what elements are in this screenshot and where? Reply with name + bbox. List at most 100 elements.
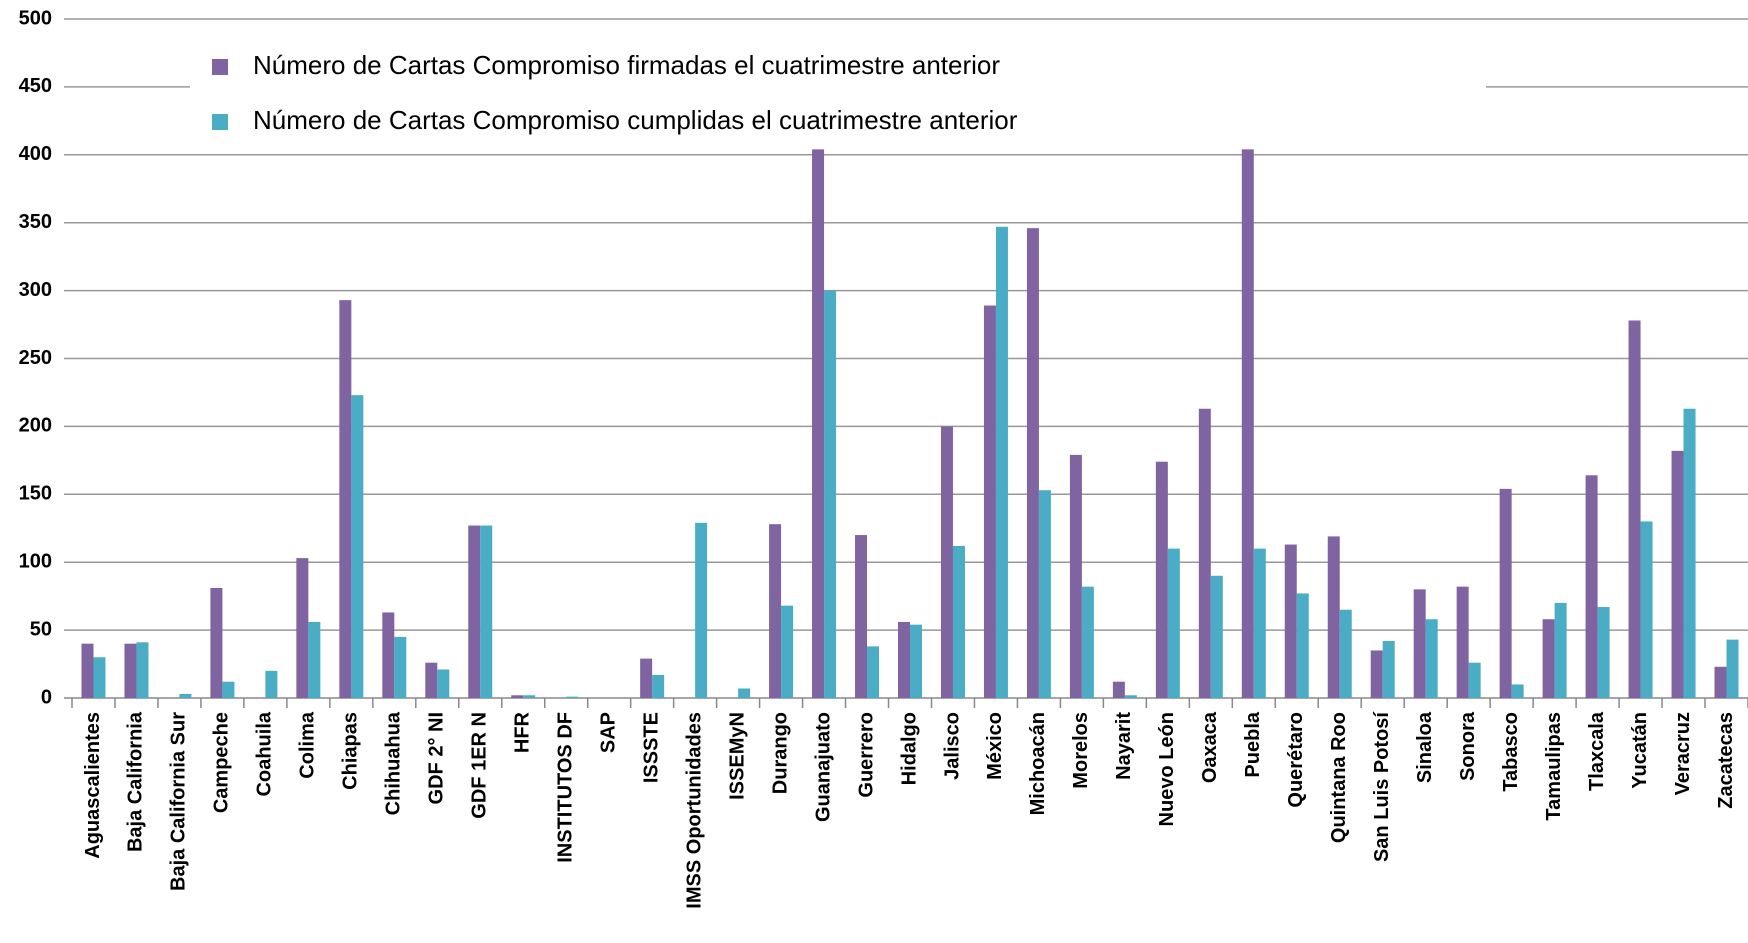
bar bbox=[210, 588, 223, 698]
bar bbox=[308, 621, 321, 698]
bar bbox=[910, 624, 922, 698]
bar bbox=[1038, 490, 1051, 698]
y-tick-label: 250 bbox=[19, 347, 52, 369]
bar bbox=[812, 149, 825, 699]
bar bbox=[1069, 454, 1082, 698]
bar bbox=[824, 290, 837, 698]
bar bbox=[855, 535, 868, 698]
y-tick-label: 0 bbox=[41, 686, 52, 708]
y-tick-label: 100 bbox=[19, 550, 52, 572]
bar bbox=[81, 643, 94, 698]
x-tick-label: Nuevo León bbox=[1156, 712, 1178, 826]
bar bbox=[1597, 607, 1610, 698]
bar bbox=[339, 300, 352, 698]
bar bbox=[1542, 619, 1555, 698]
bar bbox=[1327, 536, 1340, 698]
legend-marker bbox=[212, 114, 228, 130]
bar bbox=[93, 657, 106, 698]
bar bbox=[898, 621, 910, 698]
bar bbox=[1456, 586, 1469, 698]
bar bbox=[652, 674, 665, 698]
bar bbox=[1081, 586, 1094, 698]
x-tick-label: Sinaloa bbox=[1414, 711, 1436, 783]
bar bbox=[1382, 640, 1395, 698]
legend-label: Número de Cartas Compromiso cumplidas el… bbox=[253, 105, 1018, 135]
y-tick-label: 150 bbox=[19, 483, 52, 505]
bar bbox=[695, 522, 708, 698]
bar bbox=[179, 693, 192, 698]
x-tick-label: Tlaxcala bbox=[1586, 711, 1608, 791]
x-tick-label: Hidalgo bbox=[898, 712, 920, 785]
x-tick-label: Baja California bbox=[125, 711, 147, 852]
x-tick-label: Campeche bbox=[211, 712, 233, 813]
bar bbox=[480, 525, 493, 698]
legend-label: Número de Cartas Compromiso firmadas el … bbox=[253, 50, 1000, 80]
bar bbox=[867, 646, 880, 698]
bar bbox=[265, 670, 278, 698]
bar bbox=[394, 636, 407, 698]
bar bbox=[769, 524, 782, 698]
y-tick-label: 500 bbox=[19, 7, 52, 29]
bar bbox=[995, 226, 1008, 699]
y-tick-label: 300 bbox=[19, 279, 52, 301]
bar bbox=[1370, 650, 1383, 698]
bar bbox=[566, 696, 579, 698]
y-tick-label: 450 bbox=[19, 75, 52, 97]
bar bbox=[1554, 602, 1567, 698]
bar bbox=[437, 669, 450, 698]
bar bbox=[1671, 450, 1684, 698]
bar bbox=[1425, 619, 1438, 698]
x-tick-label: Chihuahua bbox=[383, 711, 405, 815]
x-tick-label: ISSSTE bbox=[640, 712, 662, 783]
y-tick-label: 50 bbox=[30, 618, 52, 640]
bar bbox=[1155, 461, 1168, 698]
bar bbox=[1112, 681, 1125, 698]
x-tick-label: HFR bbox=[512, 711, 534, 753]
y-tick-label: 400 bbox=[19, 143, 52, 165]
bar bbox=[1253, 548, 1266, 698]
bar bbox=[1241, 149, 1254, 699]
bar bbox=[1026, 228, 1039, 698]
x-tick-label: SAP bbox=[597, 712, 619, 753]
bar bbox=[738, 688, 751, 698]
x-tick-label: Tamaulipas bbox=[1543, 712, 1565, 821]
bar bbox=[1167, 548, 1180, 698]
x-tick-label: INSTITUTOS DF bbox=[554, 712, 576, 863]
bar bbox=[781, 605, 794, 698]
bar bbox=[1714, 666, 1727, 698]
bar bbox=[1413, 589, 1426, 698]
x-tick-label: Colima bbox=[297, 711, 319, 779]
x-tick-label: Chiapas bbox=[340, 712, 362, 790]
x-tick-label: Quintana Roo bbox=[1328, 712, 1350, 843]
bar bbox=[296, 558, 309, 698]
x-tick-label: Yucatán bbox=[1629, 712, 1651, 789]
bar bbox=[124, 643, 137, 698]
bar bbox=[468, 525, 481, 698]
legend-box bbox=[190, 38, 1486, 148]
bar bbox=[1284, 544, 1297, 698]
x-tick-label: IMSS Oportunidades bbox=[683, 712, 705, 909]
x-tick-label: Jalisco bbox=[941, 712, 963, 780]
bar bbox=[1726, 639, 1739, 698]
x-tick-label: México bbox=[984, 712, 1006, 780]
x-tick-label: Guanajuato bbox=[812, 712, 834, 822]
x-tick-label: Coahuila bbox=[254, 711, 276, 796]
bar bbox=[425, 662, 438, 698]
x-tick-label: ISSEMyN bbox=[726, 712, 748, 800]
x-tick-label: Tabasco bbox=[1500, 712, 1522, 792]
bar bbox=[640, 658, 653, 698]
x-tick-label: GDF 2° NI bbox=[426, 712, 448, 804]
bar bbox=[1468, 662, 1481, 698]
x-tick-label: Aguascalientes bbox=[82, 712, 104, 859]
x-tick-label: Durango bbox=[769, 712, 791, 794]
x-tick-label: Nayarit bbox=[1113, 712, 1135, 780]
x-tick-label: San Luis Potosí bbox=[1371, 711, 1393, 862]
bar bbox=[1339, 609, 1352, 698]
bar bbox=[136, 642, 149, 698]
bar bbox=[983, 305, 996, 698]
bar bbox=[1683, 408, 1696, 698]
bar bbox=[952, 545, 965, 698]
x-tick-label: Morelos bbox=[1070, 712, 1092, 789]
bar bbox=[1511, 684, 1524, 698]
